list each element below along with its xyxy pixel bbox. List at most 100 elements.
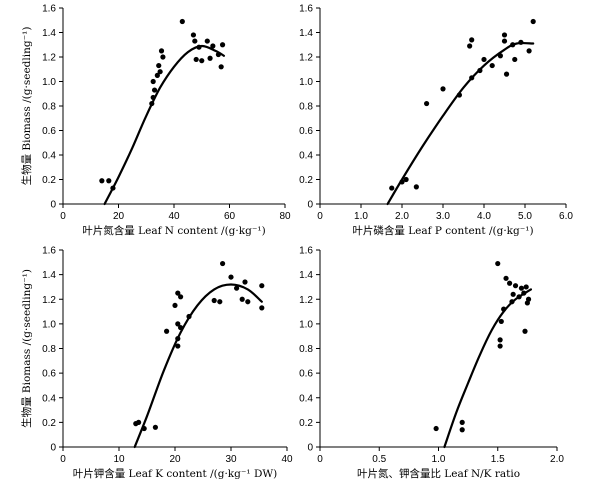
x-tick-label: 30 (225, 454, 237, 465)
y-tick-label: 1.0 (299, 77, 313, 88)
x-axis-title: 叶片磷含量 Leaf P content /(g·kg⁻¹) (352, 224, 533, 237)
y-tick-label: 0.2 (299, 175, 313, 186)
data-point (530, 18, 536, 25)
data-point (164, 328, 170, 334)
y-tick-label: 1.0 (299, 319, 313, 330)
x-tick-label: 0 (317, 454, 323, 465)
x-tick-label: 2.0 (550, 454, 564, 465)
data-point (498, 318, 504, 325)
data-point (403, 176, 409, 183)
data-point (509, 299, 515, 305)
y-tick-label: 0.4 (299, 393, 313, 404)
y-tick-label: 0.8 (42, 102, 56, 113)
data-point (413, 184, 419, 190)
data-point (154, 72, 160, 78)
x-axis-title: 叶片氮含量 Leaf N content /(g·kg⁻¹) (82, 224, 265, 237)
x-tick-label: 40 (168, 211, 180, 222)
y-tick-label: 0 (307, 200, 313, 211)
data-point (106, 178, 112, 184)
data-point (440, 86, 446, 92)
data-point (424, 100, 430, 107)
x-tick-label: 0 (60, 211, 66, 222)
data-point (136, 419, 142, 425)
data-point (469, 37, 475, 43)
data-point (99, 178, 105, 184)
x-tick-label: 5.0 (518, 211, 532, 222)
data-point (516, 294, 522, 300)
data-point (175, 343, 181, 349)
data-point (193, 56, 199, 63)
data-point (242, 279, 248, 285)
panel-leaf-p: 0 0.2 0.4 0.6 0.8 1.0 1.2 1.4 1.6 0 1.0 2.0 3.0 4.0 5.… (299, 4, 573, 238)
data-point (518, 39, 524, 45)
y-tick-label: 0 (307, 443, 313, 454)
data-point (399, 179, 405, 185)
data-point (234, 285, 240, 291)
data-point (156, 62, 162, 69)
data-point (512, 56, 518, 63)
data-point (178, 294, 184, 300)
y-tick-label: 0.6 (299, 369, 313, 380)
data-point (199, 58, 205, 64)
data-point (459, 419, 465, 425)
data-point (501, 38, 508, 44)
y-tick-label: 0.8 (42, 344, 56, 355)
y-tick-label: 0.6 (42, 126, 56, 137)
x-tick-label: 1.0 (354, 211, 368, 222)
fit-curve (103, 44, 225, 206)
y-tick-label: 0.2 (42, 175, 56, 186)
data-point (190, 32, 197, 38)
data-point (151, 87, 158, 93)
fit-curve (443, 288, 532, 449)
data-point (467, 43, 473, 49)
data-point (175, 336, 181, 342)
data-point (521, 290, 527, 296)
data-point (522, 328, 528, 334)
data-point (456, 92, 462, 98)
data-point (178, 324, 184, 331)
data-point (152, 424, 158, 430)
data-point (526, 48, 532, 54)
y-tick-label: 0.8 (299, 344, 313, 355)
data-point (175, 290, 181, 296)
data-point (481, 56, 487, 63)
data-point (489, 62, 495, 69)
data-point (497, 343, 503, 349)
data-point (110, 185, 116, 191)
data-point (459, 427, 465, 433)
data-point (510, 42, 516, 48)
data-point (518, 285, 525, 291)
data-point (172, 302, 178, 309)
fit-curve (133, 283, 263, 449)
y-tick-label: 0.6 (42, 369, 56, 380)
x-tick-label: 40 (281, 454, 293, 465)
y-tick-label: 1.4 (42, 28, 56, 39)
data-point (497, 337, 503, 343)
panel-leaf-k: 0 0.2 0.4 0.6 0.8 1.0 1.2 1.4 1.6 0 10 20 30 40叶片钾含量 … (20, 246, 293, 481)
x-axis-title: 叶片氮、钾含量比 Leaf N/K ratio (357, 467, 520, 480)
y-tick-label: 1.0 (42, 319, 56, 330)
x-tick-label: 2.0 (395, 211, 409, 222)
data-point (210, 43, 216, 49)
y-tick-label: 0.6 (299, 126, 313, 137)
x-tick-label: 1.0 (432, 454, 446, 465)
fit-curve (386, 41, 535, 206)
y-tick-label: 0.4 (299, 151, 313, 162)
y-tick-label: 1.4 (299, 28, 313, 39)
y-tick-label: 1.2 (299, 53, 313, 64)
panel-leaf-nk-ratio: 0 0.2 0.4 0.6 0.8 1.0 1.2 1.4 1.6 0 0.5 1.0 1.5 2.0 叶片… (299, 246, 564, 481)
x-tick-label: 60 (224, 211, 236, 222)
data-point (158, 48, 165, 54)
data-point (186, 313, 192, 320)
data-point (150, 78, 156, 85)
data-point (149, 100, 155, 107)
data-point (389, 185, 395, 191)
data-point (217, 299, 223, 305)
data-point (433, 425, 439, 432)
x-tick-label: 20 (113, 211, 125, 222)
y-tick-label: 1.4 (299, 270, 313, 281)
data-point (477, 67, 483, 74)
y-tick-label: 0 (50, 443, 56, 454)
data-point (157, 69, 163, 75)
